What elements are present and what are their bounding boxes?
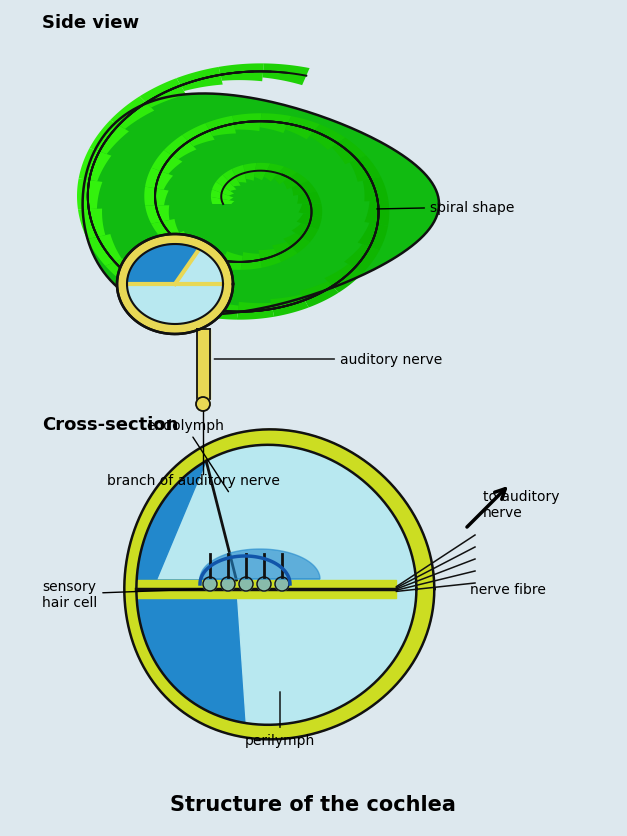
Polygon shape: [364, 201, 389, 227]
Polygon shape: [163, 291, 205, 317]
Polygon shape: [270, 295, 308, 318]
Text: endolymph: endolymph: [146, 419, 228, 492]
Polygon shape: [344, 245, 379, 273]
Polygon shape: [140, 79, 186, 109]
Polygon shape: [211, 197, 234, 205]
Circle shape: [275, 578, 289, 591]
Text: Structure of the cochlea: Structure of the cochlea: [170, 794, 456, 814]
Text: Cross-section: Cross-section: [42, 415, 178, 434]
Polygon shape: [83, 94, 439, 315]
Polygon shape: [105, 257, 145, 289]
Text: auditory nerve: auditory nerve: [214, 353, 442, 366]
Polygon shape: [219, 64, 264, 82]
Polygon shape: [260, 115, 292, 134]
Circle shape: [203, 578, 217, 591]
Polygon shape: [78, 209, 105, 240]
Polygon shape: [283, 234, 310, 254]
Polygon shape: [211, 190, 233, 201]
Polygon shape: [176, 68, 223, 92]
Polygon shape: [362, 178, 389, 202]
Polygon shape: [78, 149, 112, 182]
Polygon shape: [223, 170, 241, 187]
Polygon shape: [357, 223, 388, 251]
Polygon shape: [137, 461, 246, 723]
Polygon shape: [285, 117, 320, 140]
Polygon shape: [200, 549, 320, 579]
Polygon shape: [206, 116, 236, 137]
Polygon shape: [310, 125, 345, 150]
Polygon shape: [151, 151, 182, 175]
Polygon shape: [254, 164, 270, 181]
Polygon shape: [206, 446, 416, 725]
Polygon shape: [263, 64, 310, 86]
Polygon shape: [297, 192, 321, 204]
Polygon shape: [182, 124, 214, 147]
Polygon shape: [117, 235, 233, 334]
Polygon shape: [87, 235, 122, 267]
Polygon shape: [332, 139, 366, 165]
Polygon shape: [124, 430, 435, 740]
Circle shape: [196, 398, 210, 411]
Polygon shape: [350, 156, 381, 182]
Polygon shape: [90, 121, 129, 155]
Polygon shape: [110, 97, 154, 130]
Polygon shape: [145, 169, 173, 191]
Polygon shape: [264, 165, 284, 182]
Text: nerve fibre: nerve fibre: [470, 583, 546, 596]
Polygon shape: [241, 252, 262, 271]
Polygon shape: [145, 206, 169, 224]
Text: Side view: Side view: [42, 14, 139, 32]
Polygon shape: [151, 220, 179, 240]
Text: spiral shape: spiral shape: [377, 201, 514, 215]
Polygon shape: [137, 446, 416, 725]
Polygon shape: [258, 250, 281, 268]
Text: sensory
hair cell: sensory hair cell: [42, 579, 203, 609]
Circle shape: [221, 578, 235, 591]
Polygon shape: [179, 242, 208, 263]
Polygon shape: [127, 285, 223, 324]
Polygon shape: [233, 115, 261, 132]
Polygon shape: [298, 204, 322, 217]
Polygon shape: [196, 329, 209, 400]
Polygon shape: [243, 164, 256, 181]
Polygon shape: [297, 214, 322, 231]
Polygon shape: [175, 250, 223, 285]
Polygon shape: [164, 135, 196, 160]
Text: to auditory
nerve: to auditory nerve: [483, 489, 559, 519]
Circle shape: [257, 578, 271, 591]
Polygon shape: [162, 232, 192, 253]
Polygon shape: [77, 179, 102, 210]
Polygon shape: [199, 299, 238, 320]
Polygon shape: [272, 242, 297, 263]
Polygon shape: [273, 167, 297, 186]
Polygon shape: [292, 224, 318, 243]
Polygon shape: [127, 245, 199, 285]
Polygon shape: [324, 265, 363, 293]
Text: perilymph: perilymph: [245, 692, 315, 747]
Polygon shape: [219, 252, 243, 271]
Polygon shape: [283, 173, 308, 190]
Polygon shape: [198, 248, 225, 269]
Polygon shape: [237, 303, 274, 320]
Circle shape: [239, 578, 253, 591]
Polygon shape: [232, 166, 246, 183]
Polygon shape: [212, 182, 234, 196]
Polygon shape: [292, 181, 317, 196]
Polygon shape: [131, 277, 174, 306]
Polygon shape: [144, 187, 169, 206]
Polygon shape: [299, 282, 339, 308]
Polygon shape: [216, 176, 236, 191]
Text: branch of auditory nerve: branch of auditory nerve: [107, 473, 280, 487]
